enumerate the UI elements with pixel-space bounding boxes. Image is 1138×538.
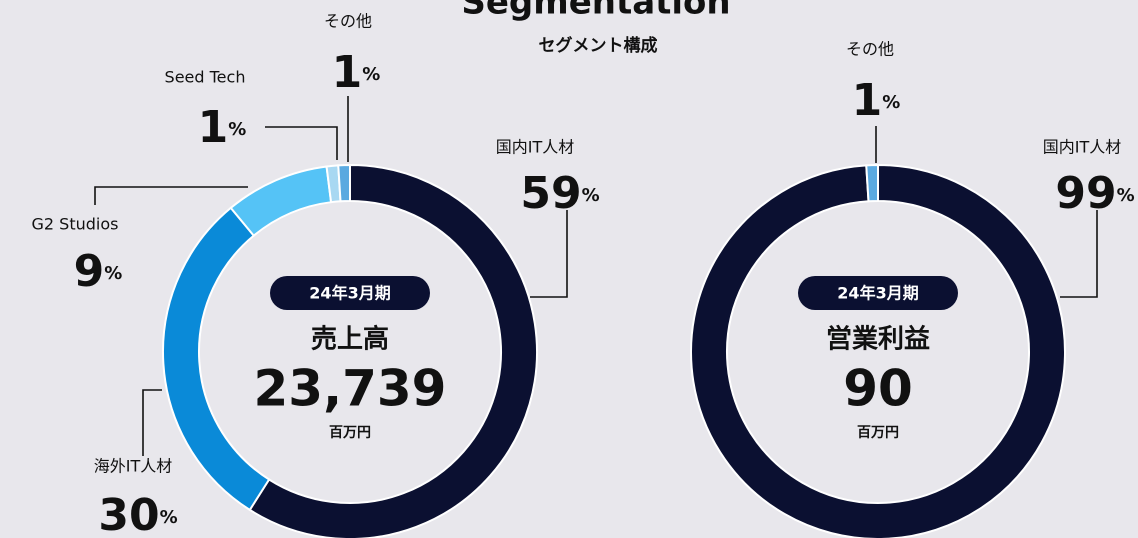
value-number: 9 (74, 246, 105, 297)
segment-value: 1% (332, 47, 381, 98)
donut-segment (337, 163, 351, 203)
leader-line (142, 389, 162, 456)
segment-name: G2 Studios (32, 215, 119, 234)
segment-value: 99% (1055, 168, 1134, 219)
leader-line (265, 126, 338, 160)
period-pill (798, 276, 958, 310)
value-number: 1 (198, 102, 229, 153)
total-unit: 百万円 (329, 425, 371, 441)
segment-name: 海外IT人材 (94, 457, 173, 476)
segment-name: その他 (324, 12, 372, 31)
segment-value: 1% (852, 75, 901, 126)
value-unit: % (882, 92, 900, 113)
segment-value: 9% (74, 246, 123, 297)
leader-line (530, 210, 568, 298)
segment-value: 59% (520, 168, 599, 219)
total-unit: 百万円 (857, 425, 899, 441)
value-number: 1 (332, 47, 363, 98)
segment-value: 30% (98, 490, 177, 538)
period: 24年3月期 (837, 284, 918, 303)
total: 90 (843, 360, 913, 418)
value-unit: % (582, 185, 600, 206)
title: Segmentation (461, 0, 730, 23)
value-number: 1 (852, 75, 883, 126)
period-pill (270, 276, 430, 310)
subtitle: セグメント構成 (539, 35, 658, 56)
value-number: 99 (1055, 168, 1116, 219)
metric: 営業利益 (826, 325, 930, 355)
segment-name: 国内IT人材 (1043, 138, 1122, 157)
leader-line (1060, 210, 1098, 298)
donut-segment (248, 163, 538, 538)
value-unit: % (362, 64, 380, 85)
total: 23,739 (254, 360, 447, 418)
metric: 売上高 (311, 324, 389, 355)
leader-line (94, 186, 248, 205)
value-unit: % (228, 119, 246, 140)
segment-value: 1% (198, 102, 247, 153)
period: 24年3月期 (309, 284, 390, 303)
segment-name: その他 (846, 40, 894, 59)
donut-segment (229, 165, 333, 238)
value-number: 59 (520, 168, 581, 219)
value-number: 30 (98, 490, 159, 538)
segment-name: 国内IT人材 (496, 138, 575, 157)
donut-segment (690, 163, 1066, 538)
value-unit: % (1117, 185, 1135, 206)
donut-segment (865, 163, 879, 203)
value-unit: % (104, 263, 122, 284)
segment-name: Seed Tech (165, 68, 246, 87)
value-unit: % (160, 507, 178, 528)
